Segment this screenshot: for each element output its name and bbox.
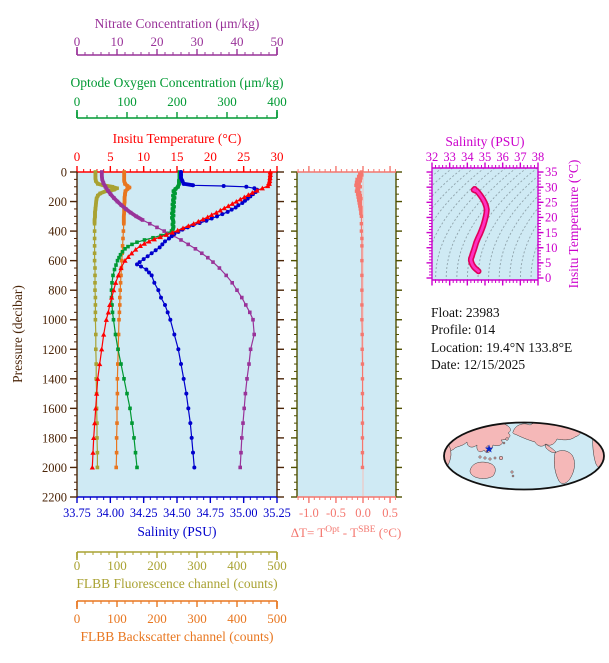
svg-text:15: 15: [545, 226, 558, 240]
profile-date: Date: 12/15/2025: [431, 357, 525, 372]
svg-text:20: 20: [151, 34, 164, 49]
svg-text:0: 0: [74, 94, 81, 109]
svg-text:2200: 2200: [42, 491, 67, 505]
backscatter-axis-title: FLBB Backscatter channel (counts): [80, 629, 273, 644]
ts-temperature-axis-title: Insitu Temperature (°C): [566, 160, 581, 289]
svg-text:0: 0: [74, 149, 81, 164]
svg-text:20: 20: [204, 149, 217, 164]
world-map: ★: [443, 421, 605, 491]
svg-text:35: 35: [479, 150, 492, 164]
svg-text:0.0: 0.0: [355, 506, 371, 520]
svg-text:25: 25: [237, 149, 250, 164]
delta-t-plot-area: [297, 172, 396, 497]
float-id: Float: 23983: [431, 305, 500, 320]
svg-text:15: 15: [171, 149, 184, 164]
svg-text:1800: 1800: [42, 431, 67, 445]
svg-text:30: 30: [191, 34, 204, 49]
ts-curve: [467, 186, 490, 275]
svg-text:30: 30: [271, 149, 284, 164]
svg-text:100: 100: [107, 558, 127, 573]
svg-text:0: 0: [545, 271, 551, 285]
svg-text:20: 20: [545, 211, 558, 225]
svg-text:10: 10: [111, 34, 124, 49]
svg-text:100: 100: [117, 94, 137, 109]
svg-text:200: 200: [167, 94, 187, 109]
delta-t-curve: [354, 170, 365, 496]
svg-text:100: 100: [107, 611, 127, 626]
map-outline: [443, 421, 605, 491]
svg-text:0: 0: [61, 166, 67, 180]
svg-text:300: 300: [187, 558, 207, 573]
svg-text:1200: 1200: [42, 343, 67, 357]
svg-text:33.75: 33.75: [63, 506, 91, 520]
svg-text:400: 400: [227, 611, 247, 626]
svg-text:200: 200: [48, 195, 67, 209]
salinity-axis-title: Salinity (PSU): [137, 524, 216, 539]
svg-text:50: 50: [271, 34, 284, 49]
float-location: Location: 19.4°N 133.8°E: [431, 340, 572, 355]
svg-text:38: 38: [532, 150, 545, 164]
delta-t-axis-title: ΔT= TOpt - TSBE (°C): [291, 525, 402, 540]
svg-text:800: 800: [48, 284, 67, 298]
svg-text:1400: 1400: [42, 372, 67, 386]
nitrate-axis-title: Nitrate Concentration (μm/kg): [95, 16, 260, 31]
svg-text:-0.5: -0.5: [326, 506, 346, 520]
svg-text:2000: 2000: [42, 461, 67, 475]
svg-text:5: 5: [545, 256, 551, 270]
continent-australia: [469, 461, 496, 479]
ts-salinity-axis-title: Salinity (PSU): [445, 134, 524, 149]
svg-text:30: 30: [545, 180, 558, 194]
svg-text:1000: 1000: [42, 313, 67, 327]
float-location-star-icon: ★: [484, 444, 494, 456]
svg-text:500: 500: [267, 611, 287, 626]
svg-text:0.5: 0.5: [382, 506, 398, 520]
svg-text:32: 32: [426, 150, 439, 164]
profile-number: Profile: 014: [431, 322, 495, 337]
svg-text:34: 34: [461, 150, 474, 164]
svg-text:1600: 1600: [42, 402, 67, 416]
continent-south-america: [553, 450, 575, 484]
float-info-block: Float: 23983 Profile: 014 Location: 19.4…: [431, 305, 572, 372]
svg-text:25: 25: [545, 196, 558, 210]
svg-text:34.75: 34.75: [196, 506, 224, 520]
greenland: [584, 424, 598, 433]
svg-text:-1.0: -1.0: [299, 506, 319, 520]
svg-text:400: 400: [48, 225, 67, 239]
svg-text:35.00: 35.00: [230, 506, 258, 520]
pressure-axis-title: Pressure (decibar): [10, 285, 25, 383]
svg-text:300: 300: [187, 611, 207, 626]
svg-text:200: 200: [147, 611, 167, 626]
svg-text:600: 600: [48, 254, 67, 268]
svg-text:400: 400: [227, 558, 247, 573]
svg-text:37: 37: [514, 150, 527, 164]
svg-text:34.25: 34.25: [130, 506, 158, 520]
svg-text:35: 35: [545, 165, 558, 179]
profile-curves: [89, 169, 273, 470]
oxygen-axis-title: Optode Oxygen Concentration (μm/kg): [70, 75, 283, 90]
svg-text:5: 5: [107, 149, 114, 164]
main-plot-area: [77, 172, 277, 497]
svg-text:300: 300: [217, 94, 237, 109]
svg-text:0: 0: [74, 611, 81, 626]
svg-text:0: 0: [74, 558, 81, 573]
svg-text:34.50: 34.50: [163, 506, 191, 520]
svg-text:10: 10: [137, 149, 150, 164]
svg-text:36: 36: [496, 150, 509, 164]
temperature-axis-title: Insitu Temperature (°C): [113, 131, 242, 146]
svg-text:34.00: 34.00: [96, 506, 124, 520]
svg-text:40: 40: [231, 34, 244, 49]
svg-text:10: 10: [545, 241, 558, 255]
svg-text:35.25: 35.25: [263, 506, 291, 520]
svg-text:200: 200: [147, 558, 167, 573]
svg-text:500: 500: [267, 558, 287, 573]
svg-text:33: 33: [443, 150, 456, 164]
svg-text:0: 0: [74, 34, 81, 49]
fluorescence-axis-title: FLBB Fluorescence channel (counts): [76, 576, 277, 591]
svg-text:400: 400: [267, 94, 287, 109]
